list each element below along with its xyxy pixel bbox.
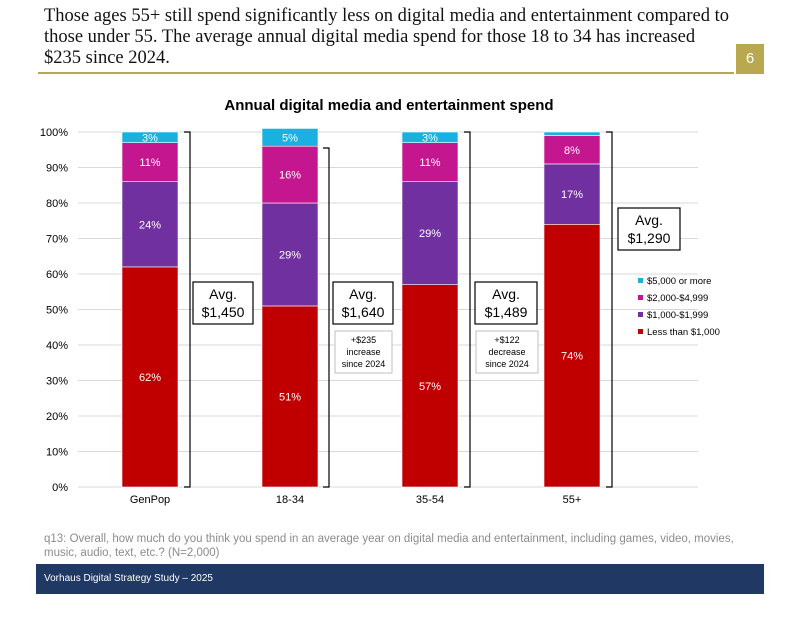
legend-swatch bbox=[638, 329, 643, 334]
change-note-text: decrease bbox=[488, 347, 525, 357]
footnote: q13: Overall, how much do you think you … bbox=[44, 533, 734, 559]
average-value: $1,290 bbox=[628, 230, 671, 246]
y-tick-label: 20% bbox=[46, 411, 68, 423]
bar-segment bbox=[261, 305, 319, 488]
bar-segment bbox=[261, 202, 319, 307]
bar-segment bbox=[121, 181, 179, 268]
average-value: $1,489 bbox=[485, 304, 528, 320]
data-label: 3% bbox=[142, 132, 158, 144]
legend-swatch bbox=[638, 278, 643, 283]
legend-label: $2,000-$4,999 bbox=[647, 293, 708, 304]
bracket bbox=[606, 131, 613, 488]
legend-label: $1,000-$1,999 bbox=[647, 310, 708, 321]
change-note-text: +$235 bbox=[351, 335, 376, 345]
header-rule bbox=[38, 72, 734, 74]
data-label: 29% bbox=[279, 249, 301, 261]
bar-segment bbox=[121, 131, 179, 143]
legend-swatch bbox=[638, 295, 643, 300]
legend-label: Less than $1,000 bbox=[647, 327, 720, 338]
bar-segment bbox=[261, 145, 319, 204]
average-box bbox=[474, 281, 538, 325]
bar-segment bbox=[543, 224, 601, 488]
data-label: 8% bbox=[564, 145, 580, 157]
average-label: Avg. bbox=[492, 286, 520, 302]
bar-segment bbox=[543, 131, 601, 136]
footer-bar: Vorhaus Digital Strategy Study – 2025 bbox=[36, 564, 764, 594]
y-tick-label: 40% bbox=[46, 340, 68, 352]
legend-swatch bbox=[638, 312, 643, 317]
change-note-text: since 2024 bbox=[342, 359, 386, 369]
data-label: 11% bbox=[139, 157, 160, 169]
y-tick-label: 80% bbox=[46, 198, 68, 210]
y-tick-label: 90% bbox=[46, 163, 68, 175]
data-label: 62% bbox=[139, 372, 161, 384]
x-tick-label: GenPop bbox=[130, 494, 170, 506]
average-box bbox=[617, 207, 681, 251]
x-tick-label: 18-34 bbox=[276, 494, 304, 506]
bar-segment bbox=[401, 181, 459, 285]
change-note-text: +$122 bbox=[494, 335, 519, 345]
x-tick-label: 35-54 bbox=[416, 494, 444, 506]
bar-segment bbox=[401, 284, 459, 488]
average-label: Avg. bbox=[349, 286, 377, 302]
stacked-bar-chart: Annual digital media and entertainment s… bbox=[40, 97, 720, 506]
y-tick-label: 0% bbox=[52, 482, 68, 494]
data-label: 24% bbox=[139, 219, 161, 231]
bar-segment bbox=[401, 131, 459, 143]
y-tick-label: 100% bbox=[40, 127, 68, 139]
average-box bbox=[332, 281, 394, 325]
data-label: 74% bbox=[561, 351, 583, 363]
chart-title: Annual digital media and entertainment s… bbox=[224, 97, 553, 114]
change-note-text: since 2024 bbox=[485, 359, 529, 369]
footer-text: Vorhaus Digital Strategy Study – 2025 bbox=[44, 573, 213, 584]
data-label: 11% bbox=[419, 157, 440, 169]
data-label: 29% bbox=[419, 228, 441, 240]
page-number: 6 bbox=[736, 44, 764, 74]
y-tick-label: 70% bbox=[46, 234, 68, 246]
bracket bbox=[464, 131, 471, 488]
bracket bbox=[184, 131, 191, 488]
bracket bbox=[323, 147, 330, 488]
bar-segment bbox=[543, 135, 601, 165]
average-value: $1,450 bbox=[202, 304, 245, 320]
average-label: Avg. bbox=[635, 212, 663, 228]
y-tick-label: 10% bbox=[46, 447, 68, 459]
y-tick-label: 50% bbox=[46, 305, 68, 317]
bar-segment bbox=[121, 142, 179, 182]
data-label: 3% bbox=[422, 132, 438, 144]
y-tick-label: 30% bbox=[46, 376, 68, 388]
data-label: 57% bbox=[419, 381, 441, 393]
y-tick-label: 60% bbox=[46, 269, 68, 281]
x-tick-label: 55+ bbox=[563, 494, 582, 506]
data-label: 16% bbox=[279, 170, 301, 182]
headline: Those ages 55+ still spend significantly… bbox=[44, 6, 730, 68]
change-note-box bbox=[475, 330, 539, 374]
bar-segment bbox=[543, 163, 601, 225]
change-note-text: increase bbox=[346, 347, 380, 357]
bar-segment bbox=[261, 128, 319, 147]
legend-label: $5,000 or more bbox=[647, 276, 711, 287]
average-box bbox=[192, 281, 254, 325]
average-value: $1,640 bbox=[342, 304, 385, 320]
data-label: 51% bbox=[279, 391, 301, 403]
change-note-box bbox=[334, 330, 393, 374]
average-label: Avg. bbox=[209, 286, 237, 302]
data-label: 5% bbox=[282, 132, 298, 144]
bar-segment bbox=[121, 266, 179, 488]
data-label: 17% bbox=[561, 189, 583, 201]
